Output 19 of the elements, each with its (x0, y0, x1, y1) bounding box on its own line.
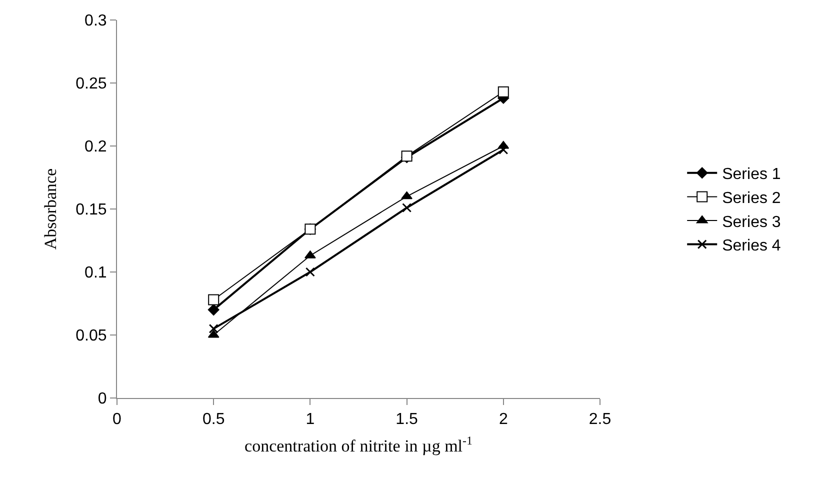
legend-label: Series 1 (722, 166, 781, 184)
x-tick-label: 2 (498, 411, 508, 428)
x-tick-label: 2.5 (588, 411, 612, 428)
y-tick-label: 0.05 (76, 328, 107, 345)
y-axis-title: Absorbance (41, 168, 60, 250)
x-tick-label: 1 (306, 411, 315, 428)
y-tick-label: 0 (98, 390, 107, 408)
y-tick-label: 0.1 (84, 264, 107, 282)
x-tick-label: 0.5 (202, 411, 225, 428)
x-tick-label: 0 (112, 411, 122, 428)
x-axis-title: concentration of nitrite in µg ml$^{-1}$ (244, 433, 473, 456)
y-tick-label: 0.25 (76, 76, 107, 93)
legend-label: Series 4 (722, 238, 781, 255)
y-tick-label: 0.3 (84, 12, 107, 30)
legend-label: Series 2 (722, 190, 781, 207)
legend-label: Series 3 (722, 214, 781, 231)
x-tick-label: 1.5 (396, 411, 418, 428)
y-tick-label: 0.15 (76, 202, 107, 219)
y-tick-label: 0.2 (84, 138, 107, 156)
